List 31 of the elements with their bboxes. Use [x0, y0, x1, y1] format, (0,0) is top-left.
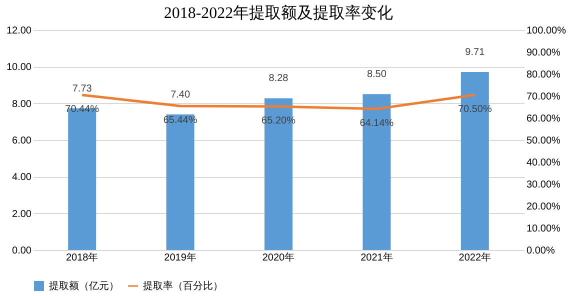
y2-tick-label: 80.00%: [526, 70, 561, 80]
y2-tick-label: 60.00%: [526, 114, 561, 124]
y-tick-label: 8.00: [12, 98, 32, 110]
y2-tick-label: 0.00%: [526, 246, 555, 256]
data-label: 7.73: [72, 83, 92, 94]
y2-tick-label: 100.00%: [526, 26, 566, 36]
y2-tick-label: 50.00%: [526, 136, 561, 146]
data-label: 7.40: [170, 89, 190, 100]
legend-label: 提取率（百分比）: [143, 280, 223, 292]
y-tick-label: 10.00: [6, 62, 32, 74]
chart-title: 2018-2022年提取额及提取率变化: [164, 4, 394, 22]
x-tick-label: 2018年: [66, 252, 98, 264]
data-label: 8.50: [366, 69, 387, 80]
y-tick-label: 0.00: [12, 246, 32, 256]
y-tick-label: 2.00: [12, 208, 32, 220]
y2-tick-label: 10.00%: [526, 224, 561, 234]
x-tick-label: 2020年: [262, 252, 295, 264]
x-tick-label: 2021年: [360, 252, 393, 264]
y2-tick-label: 40.00%: [526, 158, 561, 168]
y2-tick-label: 20.00%: [526, 202, 561, 212]
legend-label: 提取额（亿元）: [49, 280, 119, 292]
y-tick-label: 6.00: [12, 136, 32, 146]
x-tick-label: 2019年: [164, 252, 196, 264]
data-label: 8.28: [268, 73, 289, 84]
y-tick-label: 4.00: [12, 172, 32, 184]
y2-tick-label: 70.00%: [526, 92, 561, 102]
y2-tick-label: 30.00%: [526, 180, 561, 190]
y-tick-label: 12.00: [6, 26, 32, 36]
data-label: 9.71: [465, 46, 486, 58]
y2-tick-label: 90.00%: [526, 48, 561, 58]
x-tick-label: 2022年: [458, 252, 492, 264]
